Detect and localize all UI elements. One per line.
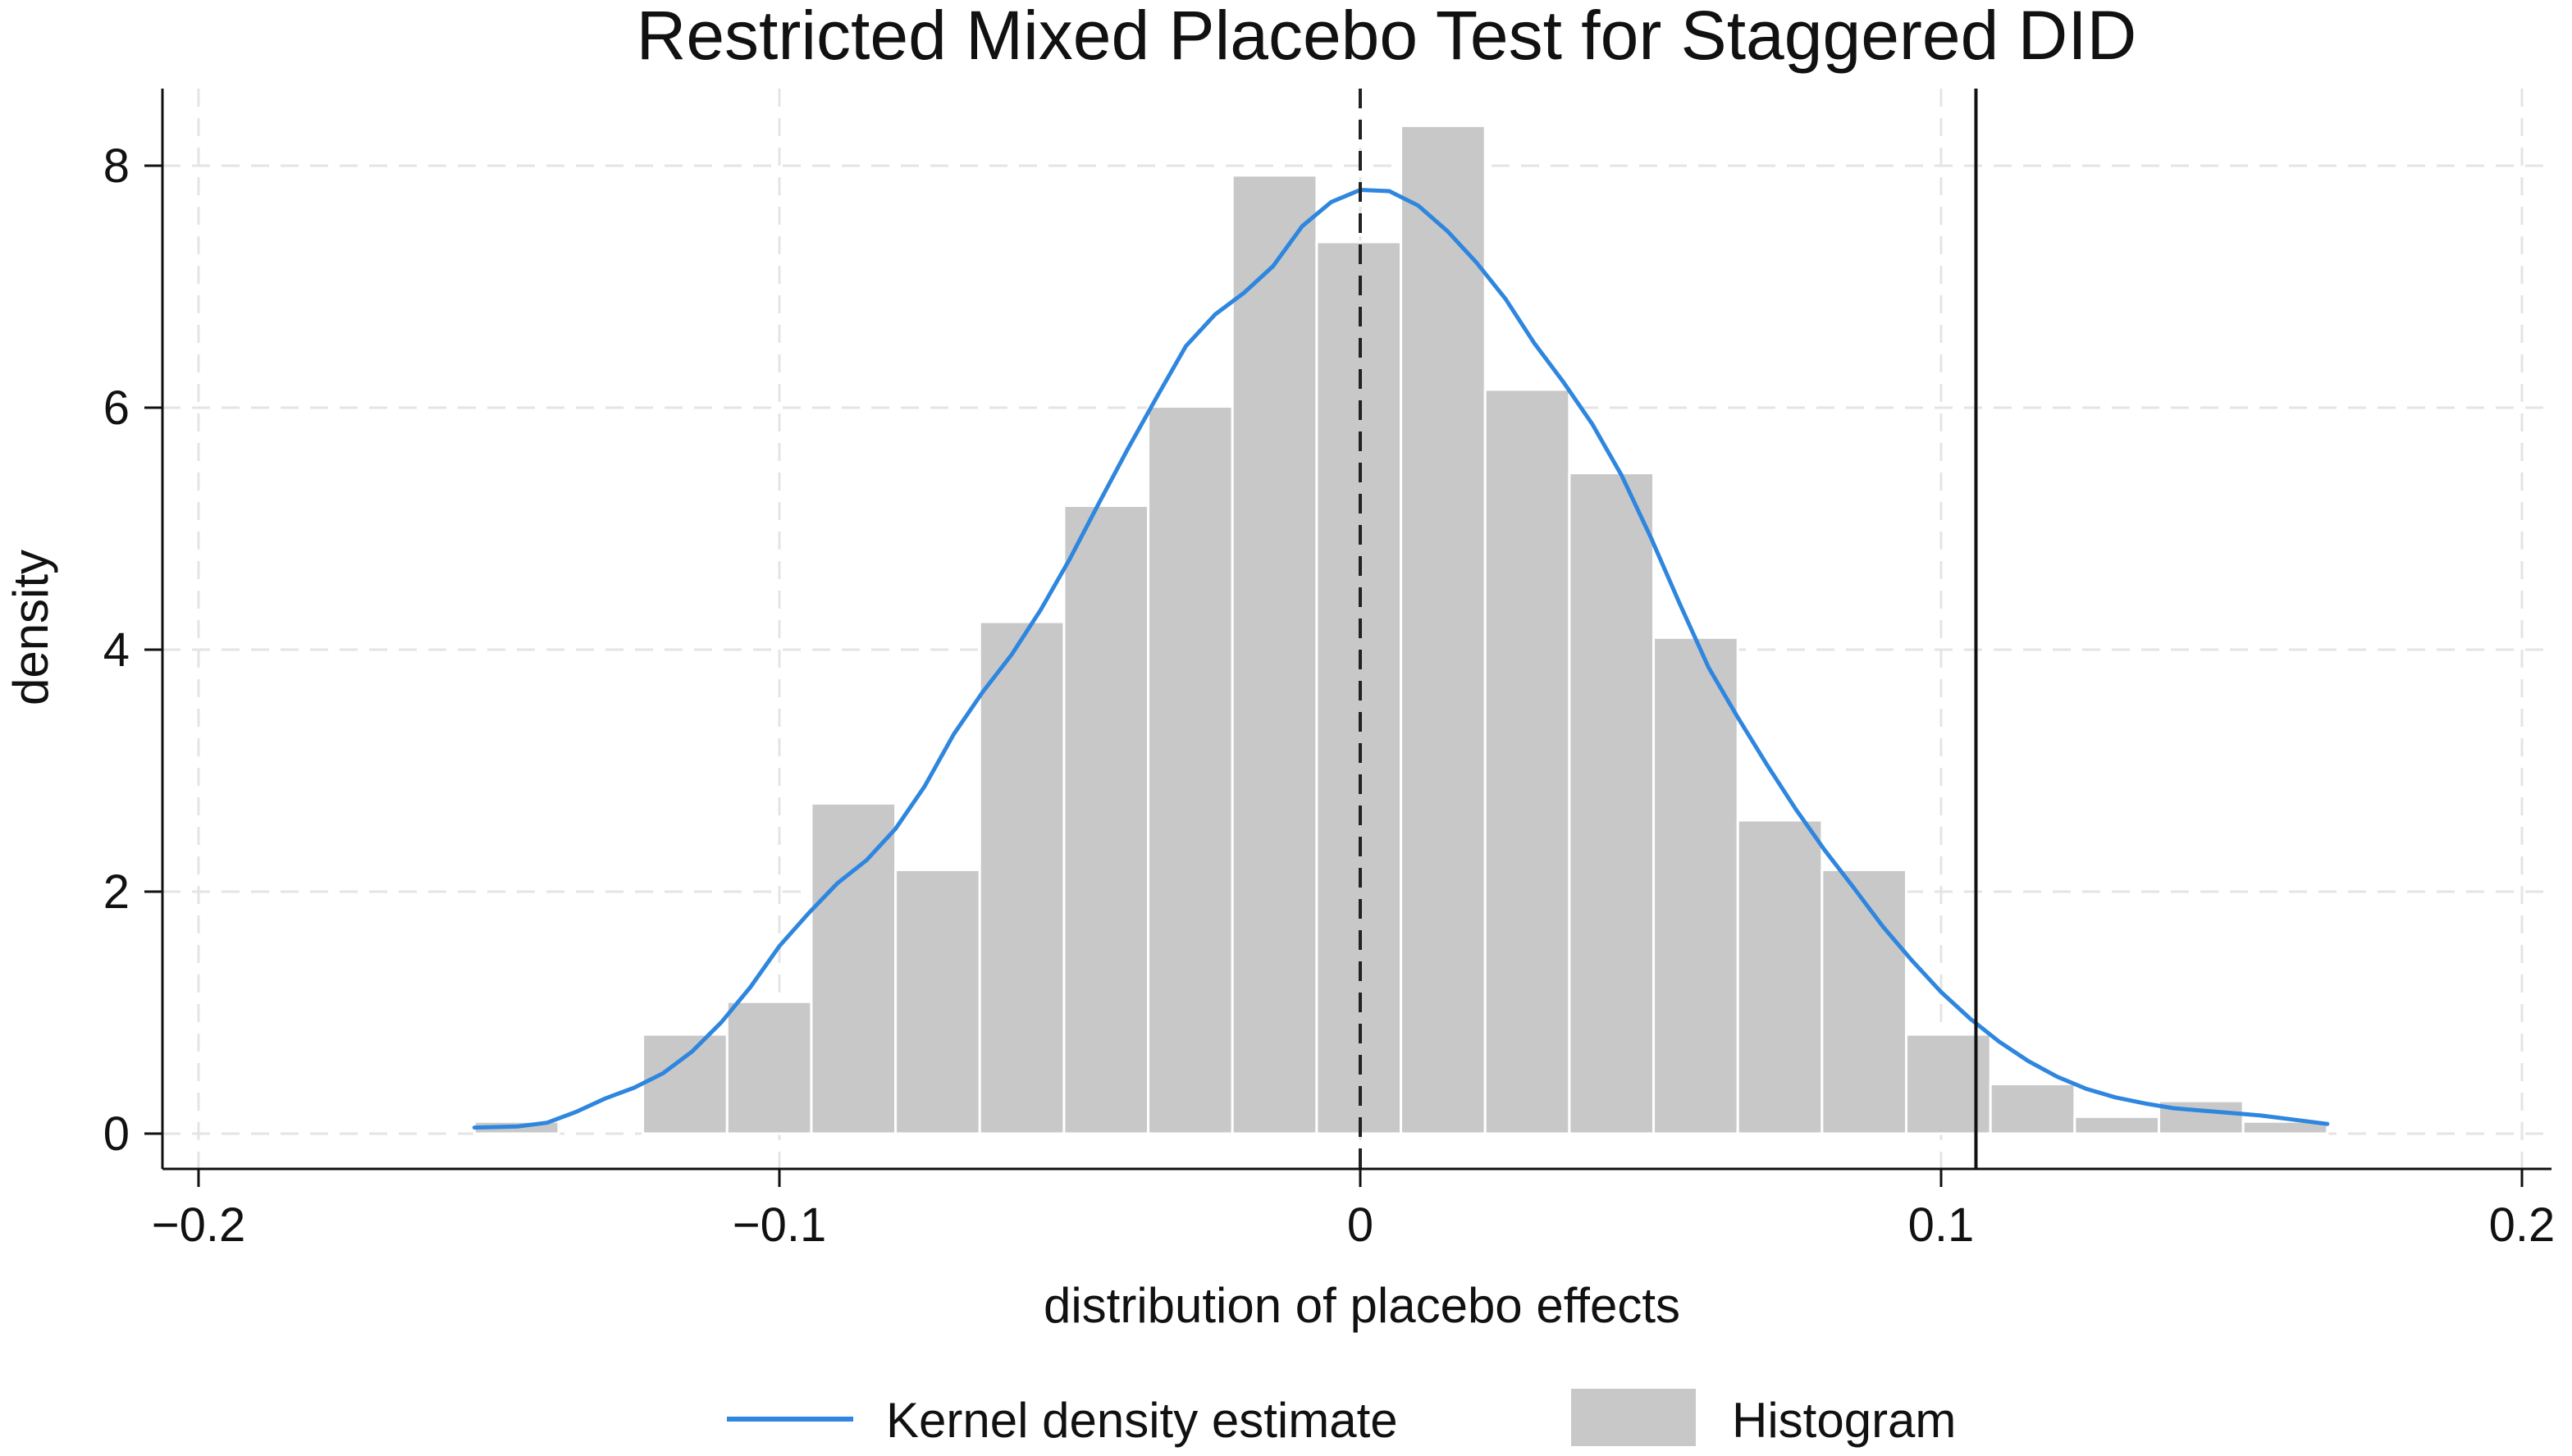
y-tick-label-0: 0	[103, 1107, 130, 1161]
histogram-bar-5	[978, 620, 1066, 1135]
histogram-bar-8	[1231, 174, 1318, 1135]
histogram-bar-12	[1568, 472, 1656, 1135]
x-axis-label: distribution of placebo effects	[1044, 1278, 1680, 1333]
histogram-bar-17	[1989, 1083, 2076, 1135]
x-tick-label-2: 0	[1347, 1198, 1373, 1252]
x-tick-label-0: −0.2	[152, 1198, 246, 1252]
histogram-bar-16	[1905, 1033, 1992, 1135]
histogram-bar-1	[642, 1033, 729, 1135]
histogram-bar-20	[2241, 1120, 2329, 1135]
x-tick-label-3: 0.1	[1908, 1198, 1975, 1252]
histogram-bar-7	[1147, 405, 1234, 1135]
y-axis-label: density	[3, 550, 58, 705]
y-tick-label-1: 2	[103, 865, 130, 919]
plot-area: 0 2 4 6 8 −0.2 −0.1 0 0.1 0.2	[103, 89, 2556, 1252]
y-tick-label-3: 6	[103, 381, 130, 435]
chart-title: Restricted Mixed Placebo Test for Stagge…	[637, 0, 2137, 74]
histogram-bar-14	[1736, 819, 1824, 1135]
histogram-bar-11	[1483, 388, 1571, 1135]
histogram-bar-18	[2073, 1115, 2161, 1135]
histogram-bar-10	[1400, 124, 1487, 1135]
histogram-bar-4	[894, 868, 981, 1135]
legend-histogram-swatch	[1571, 1389, 1696, 1446]
histogram-bars	[473, 124, 2329, 1135]
x-tick-label-1: −0.1	[733, 1198, 827, 1252]
legend: Kernel density estimate Histogram	[727, 1389, 1956, 1448]
kde-series	[472, 188, 2330, 1130]
histogram-bar-3	[810, 801, 898, 1135]
histogram-bar-15	[1821, 868, 1908, 1135]
reference-lines	[1359, 89, 1978, 1169]
legend-histogram-label: Histogram	[1732, 1393, 1956, 1448]
histogram-bar-13	[1652, 636, 1739, 1135]
axes: 0 2 4 6 8 −0.2 −0.1 0 0.1 0.2	[103, 89, 2556, 1252]
legend-kde-label: Kernel density estimate	[886, 1393, 1398, 1448]
histogram-bar-6	[1062, 504, 1150, 1135]
y-tick-label-2: 4	[103, 623, 130, 677]
y-tick-label-4: 8	[103, 139, 130, 193]
histogram-bar-2	[725, 1000, 813, 1135]
kde-line	[472, 188, 2330, 1130]
x-tick-label-4: 0.2	[2489, 1198, 2556, 1252]
